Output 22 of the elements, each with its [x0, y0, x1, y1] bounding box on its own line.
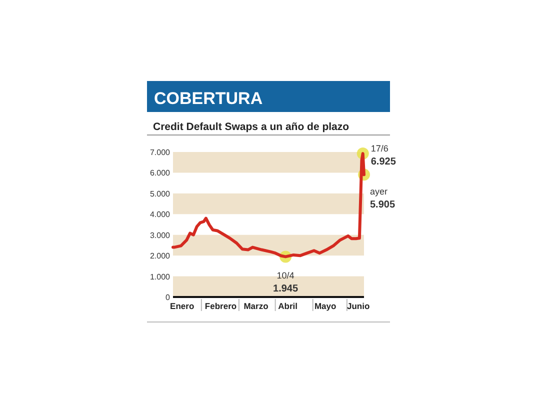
- annotation: 10/4: [276, 270, 294, 281]
- y-tick-label: 3.000: [150, 230, 171, 240]
- x-tick-label: Marzo: [244, 301, 268, 311]
- annotation: 17/6: [370, 144, 388, 154]
- y-tick-label: 4.000: [150, 210, 171, 220]
- annotation: 5.905: [370, 200, 396, 211]
- y-tick-label: 2.000: [150, 252, 171, 261]
- x-tick-label: Mayo: [314, 301, 336, 311]
- annotation: 6.925: [370, 156, 396, 168]
- y-tick-label: 1.000: [150, 272, 171, 282]
- annotation: ayer: [370, 186, 388, 197]
- y-tick-label: 0: [166, 293, 171, 302]
- y-tick-label: 5.000: [150, 189, 171, 198]
- chart-title: COBERTURA: [154, 89, 263, 108]
- y-tick-label: 7.000: [150, 148, 171, 157]
- x-tick-label: Abril: [278, 301, 298, 311]
- annotation: 1.945: [273, 284, 298, 295]
- y-tick-label: 6.000: [150, 168, 171, 178]
- chart-subtitle: Credit Default Swaps a un año de plazo: [153, 121, 350, 133]
- x-tick-label: Enero: [170, 301, 194, 311]
- x-tick-label: Febrero: [204, 301, 237, 311]
- x-tick-label: Junio: [346, 301, 370, 311]
